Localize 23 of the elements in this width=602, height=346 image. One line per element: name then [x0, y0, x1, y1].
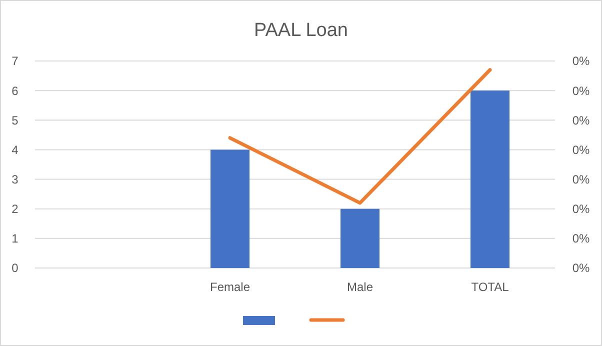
y-tick-label: 5 — [12, 113, 19, 128]
y-tick-label: 2 — [12, 202, 19, 216]
y2-tick-label: 0% — [572, 54, 590, 68]
bar — [340, 208, 380, 268]
y-tick-label: 7 — [12, 54, 19, 68]
y2-tick-label: 0% — [572, 84, 590, 98]
y-tick-label: 6 — [12, 84, 19, 98]
y-tick-label: 4 — [12, 142, 19, 157]
y-tick-label: 0 — [12, 261, 19, 276]
x-tick-label: TOTAL — [471, 280, 510, 294]
y-tick-label: 1 — [12, 232, 19, 246]
y2-tick-label: 0% — [572, 142, 590, 157]
bar — [210, 150, 250, 268]
y-tick-label: 3 — [12, 172, 19, 186]
bar — [470, 90, 510, 268]
chart-title: PAAL Loan — [254, 20, 348, 41]
y2-tick-label: 0% — [572, 232, 590, 246]
y2-tick-label: 0% — [572, 261, 590, 276]
x-tick-label: Male — [346, 280, 374, 294]
y2-tick-label: 0% — [572, 172, 590, 186]
x-tick-label: Female — [210, 280, 250, 294]
y2-tick-label: 0% — [572, 202, 590, 216]
y2-tick-label: 0% — [572, 113, 590, 128]
